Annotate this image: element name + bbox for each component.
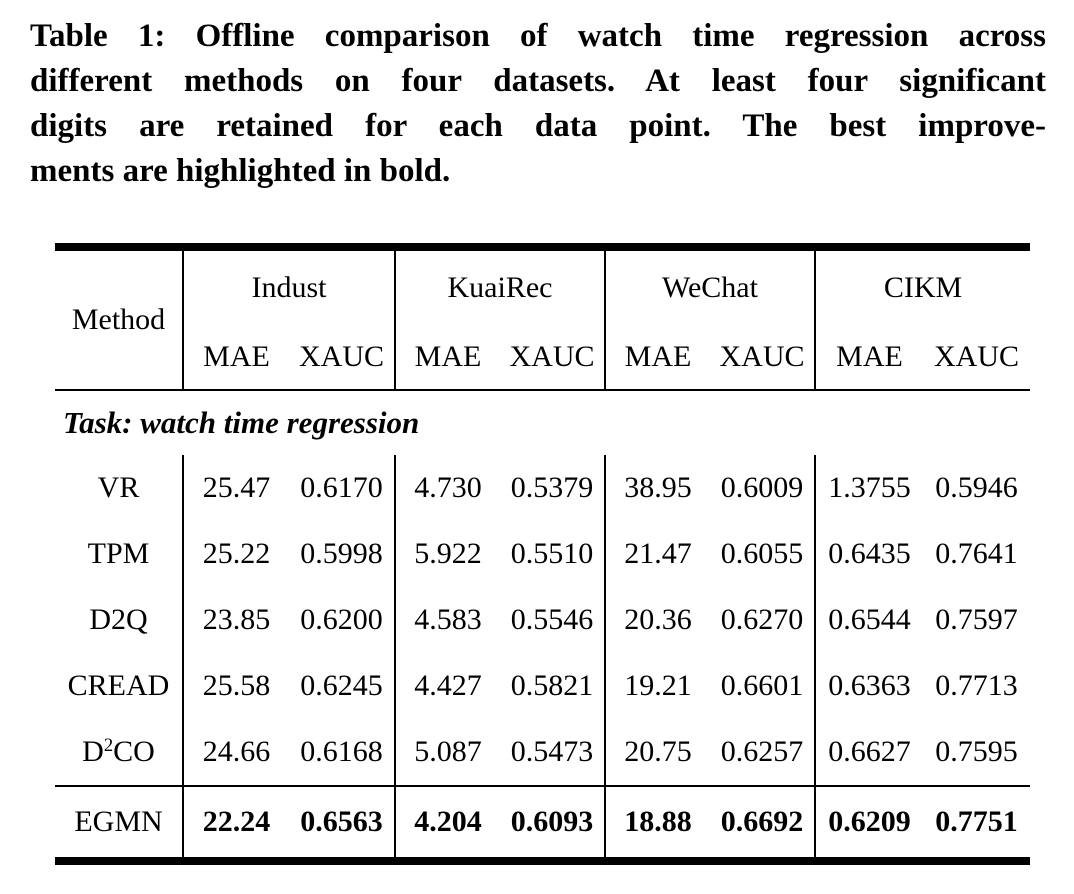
value-cell: 23.85 bbox=[182, 587, 289, 653]
caption-line: digits are retained for each data point.… bbox=[30, 108, 1046, 144]
results-table-container: Method Indust KuaiRec WeChat CIKM MAE XA… bbox=[55, 243, 1030, 865]
table-row: CREAD 25.58 0.6245 4.427 0.5821 19.21 0.… bbox=[55, 653, 1030, 719]
task-label: Task: watch time regression bbox=[63, 405, 420, 440]
value-cell: 0.5821 bbox=[510, 669, 594, 702]
value-cell: 0.5379 bbox=[510, 471, 594, 504]
header-row-datasets: Method Indust KuaiRec WeChat CIKM bbox=[55, 247, 1030, 391]
value-cell: 4.427 bbox=[394, 653, 500, 719]
value-cell: 0.6055 bbox=[720, 537, 804, 570]
header-group-indust: Indust bbox=[182, 247, 395, 325]
table-row: D2CO 24.66 0.6168 5.087 0.5473 20.75 0.6… bbox=[55, 719, 1030, 786]
value-cell: 0.6692 bbox=[710, 785, 815, 861]
method-cell: EGMN bbox=[55, 785, 183, 861]
table-row: VR 25.47 0.6170 4.730 0.5379 38.95 0.600… bbox=[55, 455, 1030, 521]
table-caption: Table 1: Offline comparison of watch tim… bbox=[30, 14, 1046, 194]
header-group-cikm: CIKM bbox=[814, 247, 1030, 325]
value-cell: 5.087 bbox=[394, 719, 500, 786]
value-cell: 0.6009 bbox=[720, 471, 804, 504]
value-cell: 19.21 bbox=[604, 653, 710, 719]
value-cell: 25.47 bbox=[182, 455, 289, 521]
value-cell: 0.6209 bbox=[814, 785, 923, 861]
header-method: Method bbox=[55, 247, 183, 391]
method-cell: TPM bbox=[87, 537, 150, 570]
method-cell: VR bbox=[97, 471, 140, 504]
header-metric: XAUC bbox=[289, 325, 395, 391]
value-cell: 0.6093 bbox=[500, 785, 605, 861]
value-cell: 0.6245 bbox=[300, 669, 383, 702]
header-metric: XAUC bbox=[710, 325, 815, 391]
value-cell: 0.5510 bbox=[510, 537, 594, 570]
header-metric: XAUC bbox=[923, 325, 1030, 391]
value-cell: 4.583 bbox=[394, 587, 500, 653]
table-row: TPM 25.22 0.5998 5.922 0.5510 21.47 0.60… bbox=[55, 521, 1030, 587]
header-metric: MAE bbox=[604, 325, 710, 391]
value-cell: 20.75 bbox=[604, 719, 710, 786]
value-cell: 25.58 bbox=[182, 653, 289, 719]
value-cell: 20.36 bbox=[604, 587, 710, 653]
value-cell: 21.47 bbox=[604, 521, 710, 587]
table-row: D2Q 23.85 0.6200 4.583 0.5546 20.36 0.62… bbox=[55, 587, 1030, 653]
value-cell: 18.88 bbox=[604, 785, 710, 861]
value-cell: 22.24 bbox=[182, 785, 289, 861]
value-cell: 5.922 bbox=[394, 521, 500, 587]
value-cell: 0.7641 bbox=[935, 537, 1018, 570]
value-cell: 0.6168 bbox=[300, 735, 383, 768]
value-cell: 0.5546 bbox=[510, 603, 594, 636]
header-group-wechat: WeChat bbox=[604, 247, 815, 325]
value-cell: 24.66 bbox=[182, 719, 289, 786]
value-cell: 1.3755 bbox=[814, 455, 923, 521]
header-metric: XAUC bbox=[500, 325, 605, 391]
header-metric: MAE bbox=[394, 325, 500, 391]
method-cell: CREAD bbox=[67, 669, 170, 702]
value-cell: 0.5946 bbox=[935, 471, 1018, 504]
task-row: Task: watch time regression bbox=[55, 390, 1030, 455]
value-cell: 0.7751 bbox=[923, 785, 1030, 861]
table-body: Task: watch time regression VR 25.47 0.6… bbox=[55, 390, 1030, 861]
value-cell: 0.6270 bbox=[720, 603, 804, 636]
header-metric: MAE bbox=[814, 325, 923, 391]
value-cell: 0.5998 bbox=[300, 537, 383, 570]
header-row-metrics: MAE XAUC MAE XAUC MAE XAUC MAE XAUC bbox=[55, 325, 1030, 391]
caption-line: Table 1: Offline comparison of watch tim… bbox=[30, 18, 1046, 54]
value-cell: 0.6435 bbox=[814, 521, 923, 587]
value-cell: 0.7595 bbox=[935, 735, 1018, 768]
value-cell: 0.7597 bbox=[935, 603, 1018, 636]
header-metric: MAE bbox=[182, 325, 289, 391]
caption-line: ments are highlighted in bold. bbox=[30, 153, 451, 189]
value-cell: 0.6363 bbox=[814, 653, 923, 719]
method-cell: D2CO bbox=[82, 734, 155, 768]
value-cell: 4.204 bbox=[394, 785, 500, 861]
value-cell: 0.6200 bbox=[300, 603, 383, 636]
table-row: EGMN 22.24 0.6563 4.204 0.6093 18.88 0.6… bbox=[55, 785, 1030, 861]
value-cell: 0.6627 bbox=[814, 719, 923, 786]
value-cell: 0.6544 bbox=[814, 587, 923, 653]
header-group-kuairec: KuaiRec bbox=[394, 247, 605, 325]
value-cell: 0.6257 bbox=[720, 735, 804, 768]
caption-line: different methods on four datasets. At l… bbox=[30, 63, 1046, 99]
value-cell: 0.6601 bbox=[720, 669, 804, 702]
method-cell: D2Q bbox=[89, 603, 148, 636]
value-cell: 0.6563 bbox=[289, 785, 395, 861]
value-cell: 38.95 bbox=[604, 455, 710, 521]
value-cell: 0.5473 bbox=[510, 735, 594, 768]
value-cell: 4.730 bbox=[394, 455, 500, 521]
value-cell: 25.22 bbox=[182, 521, 289, 587]
value-cell: 0.7713 bbox=[935, 669, 1018, 702]
results-table: Method Indust KuaiRec WeChat CIKM MAE XA… bbox=[55, 243, 1030, 865]
value-cell: 0.6170 bbox=[300, 471, 383, 504]
